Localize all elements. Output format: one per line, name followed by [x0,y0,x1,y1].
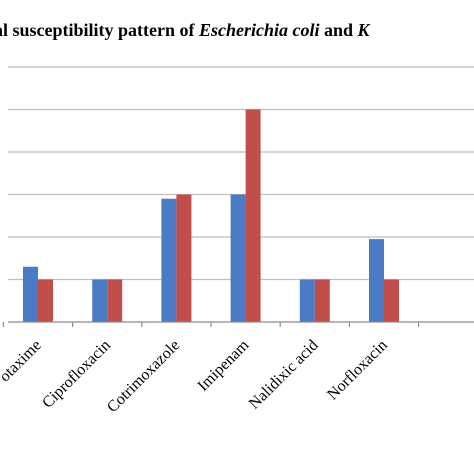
bars [23,109,399,322]
x-tick-label: Cotrimoxazole [104,337,183,416]
bar-series1-Cotrimoxazole [161,198,177,322]
x-tick-label: otaxime [0,337,45,385]
chart-title: al susceptibility pattern of Escherichia… [0,20,372,40]
chart-title-part: al susceptibility pattern of [0,20,199,40]
bar-series1-otaxime [23,266,38,322]
x-tick-label: Nalidixic acid [246,337,322,413]
bar-series1-Imipenam [230,194,246,322]
chart-title-part: Escherichia coli [198,20,320,40]
bar-series2-otaxime [38,279,53,322]
bar-series2-Nalidixic acid [314,279,330,322]
bar-series2-Ciprofloxacin [107,279,123,322]
x-tick-label: Ciprofloxacin [39,337,114,412]
bar-series1-Nalidixic acid [299,279,315,322]
x-tick-label: Imipenam [195,336,253,394]
bar-series1-Norfloxacin [369,239,384,322]
bar-series2-Norfloxacin [384,279,399,322]
x-axis [2,321,474,327]
bar-series2-Cotrimoxazole [176,194,192,322]
x-tick-label: Norfloxacin [324,337,391,404]
chart-title-part: and [320,20,358,40]
bar-series1-Ciprofloxacin [92,279,108,322]
chart-title-part: K [357,20,372,40]
bar-series2-Imipenam [245,109,261,322]
